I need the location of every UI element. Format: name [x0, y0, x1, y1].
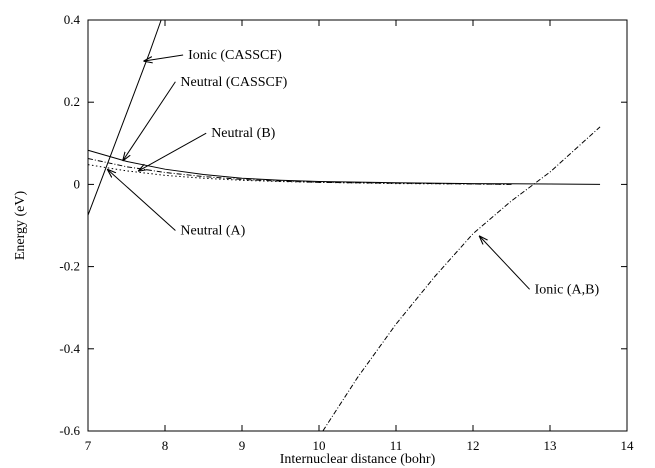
annotation-arrow-2	[138, 132, 207, 171]
y-tick-label: 0.4	[64, 12, 81, 27]
annotation-arrow-1	[123, 81, 176, 161]
series-line-4	[322, 126, 601, 432]
annotation-label-3: Neutral (A)	[180, 224, 245, 239]
annotation-arrow-3	[107, 169, 176, 231]
x-tick-label: 12	[467, 438, 480, 453]
x-tick-label: 8	[162, 438, 169, 453]
x-tick-label: 14	[621, 438, 635, 453]
x-tick-label: 7	[85, 438, 92, 453]
series-line-0	[87, 19, 162, 216]
y-tick-label: 0	[74, 176, 81, 191]
series-line-1	[87, 149, 601, 185]
y-axis-label: Energy (eV)	[13, 191, 28, 261]
x-tick-label: 13	[544, 438, 557, 453]
annotation-label-2: Neutral (B)	[211, 126, 275, 141]
x-tick-label: 10	[313, 438, 326, 453]
x-axis-label: Internuclear distance (bohr)	[280, 452, 436, 467]
y-tick-label: -0.2	[59, 259, 80, 274]
annotations-layer: Ionic (CASSCF) Neutral (CASSCF) Neutral (B…	[107, 48, 599, 297]
y-tick-label: -0.6	[59, 423, 80, 438]
series-line-2	[87, 158, 512, 185]
annotation-label-0: Ionic (CASSCF)	[188, 48, 282, 63]
annotation-label-1: Neutral (CASSCF)	[180, 75, 287, 90]
y-tick-label: -0.4	[59, 341, 80, 356]
annotation-label-4: Ionic (A,B)	[535, 282, 600, 297]
plot-frame	[87, 19, 628, 432]
y-tick-label: 0.2	[64, 94, 80, 109]
x-tick-label: 9	[239, 438, 246, 453]
axis-ticks: 7 8 9 10 11 12 13 14 -0.6 -0.4 -0.2 0 0.2 0.4	[59, 12, 634, 453]
annotation-arrow-0	[143, 54, 184, 61]
series-line-3	[87, 164, 512, 185]
series-layer	[87, 19, 601, 432]
x-tick-label: 11	[390, 438, 403, 453]
annotation-arrow-4	[479, 236, 530, 290]
